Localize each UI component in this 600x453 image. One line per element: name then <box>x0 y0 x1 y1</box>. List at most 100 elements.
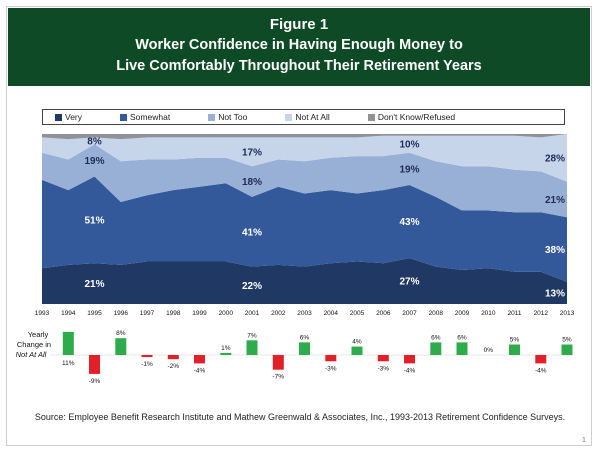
figure-label: Figure 1 <box>269 16 329 33</box>
x-tick-label: 2009 <box>455 310 470 317</box>
bar-value-label: 7% <box>247 332 257 339</box>
legend-label-not-at-all: Not At All <box>295 112 330 122</box>
area-series-not-too <box>42 144 567 218</box>
bar-value-label: 6% <box>431 334 441 341</box>
bar-axis-label-line1: Yearly <box>28 330 49 339</box>
bar-value-label: -3% <box>325 365 337 372</box>
x-tick-label: 2008 <box>429 310 444 317</box>
x-tick-label: 2004 <box>324 310 339 317</box>
legend-swatch-not-too <box>208 113 216 121</box>
figure-header: Figure 1 Worker Confidence in Having Eno… <box>8 8 590 86</box>
bar-value-label: -2% <box>168 363 180 370</box>
change-bar <box>561 344 573 355</box>
bar-value-label: 4% <box>352 339 362 346</box>
page-number: 1 <box>582 437 586 444</box>
legend-item-very: Very <box>55 112 82 122</box>
x-tick-label: 2007 <box>402 310 417 317</box>
data-label: 17% <box>242 147 262 158</box>
chart-title-line-2: Live Comfortably Throughout Their Retire… <box>116 58 482 74</box>
bar-value-label: -3% <box>378 365 390 372</box>
bar-value-label: -4% <box>194 367 206 374</box>
bar-value-label: 11% <box>62 360 75 367</box>
change-bar <box>167 355 179 360</box>
data-label: 21% <box>84 279 104 290</box>
change-bar <box>141 355 153 358</box>
x-tick-label: 2011 <box>508 310 522 317</box>
source-note: Source: Employee Benefit Research Instit… <box>34 412 566 422</box>
bar-value-label: 6% <box>300 334 310 341</box>
change-bar <box>194 355 205 364</box>
data-label: 27% <box>399 277 419 288</box>
data-label: 51% <box>84 215 104 226</box>
legend-swatch-dont-know <box>367 113 375 121</box>
legend-item-somewhat: Somewhat <box>120 112 170 122</box>
legend-item-not-at-all: Not At All <box>285 112 330 122</box>
x-tick-label: 2013 <box>560 310 575 317</box>
data-label: 8% <box>87 136 102 147</box>
data-label: 43% <box>399 217 419 228</box>
x-tick-label: 2006 <box>376 310 391 317</box>
legend-swatch-somewhat <box>120 113 128 121</box>
data-label: 22% <box>242 281 262 292</box>
change-bar <box>115 338 127 355</box>
bar-value-label: -9% <box>89 378 101 385</box>
x-tick-label: 1998 <box>166 310 181 317</box>
chart-title-line-1: Worker Confidence in Having Enough Money… <box>135 37 463 53</box>
bar-value-label: 8% <box>116 330 126 337</box>
bar-value-label: -4% <box>535 367 547 374</box>
area-series-very <box>42 258 567 304</box>
bar-value-label: -1% <box>141 361 153 368</box>
x-tick-label: 1994 <box>61 310 76 317</box>
x-tick-label: 2012 <box>534 310 549 317</box>
legend-swatch-very <box>55 113 62 121</box>
bar-axis-label-line2: Change in <box>17 340 51 349</box>
change-bar <box>272 355 284 370</box>
data-label: 19% <box>84 156 104 167</box>
legend-label-very: Very <box>65 112 83 122</box>
change-bar <box>220 352 232 355</box>
bar-value-label: 6% <box>457 334 467 341</box>
change-bar <box>509 344 520 355</box>
legend-label-somewhat: Somewhat <box>130 112 171 122</box>
bar-value-label: 1% <box>221 345 231 352</box>
change-bar <box>456 342 468 355</box>
x-tick-label: 2002 <box>271 310 286 317</box>
x-tick-label: 2000 <box>219 310 234 317</box>
change-bar <box>62 331 74 355</box>
bar-value-label: -7% <box>273 374 285 381</box>
area-series-not-at-all <box>42 134 567 182</box>
data-label: 41% <box>242 227 262 238</box>
data-label: 19% <box>399 164 419 175</box>
chart-legend: Very Somewhat Not Too Not At All Don't K… <box>42 109 565 125</box>
change-bar <box>377 355 389 362</box>
change-bar <box>535 355 547 364</box>
legend-item-dont-know: Don't Know/Refused <box>367 112 456 122</box>
change-bar <box>246 340 258 355</box>
change-bar <box>89 355 100 374</box>
x-tick-label: 1999 <box>192 310 207 317</box>
x-tick-label: 1993 <box>35 310 50 317</box>
area-series-somewhat <box>42 176 567 282</box>
legend-label-dont-know: Don't Know/Refused <box>377 112 456 122</box>
legend-label-not-too: Not Too <box>218 112 248 122</box>
legend-swatch-not-at-all <box>285 113 293 121</box>
bar-value-label: 5% <box>510 337 520 344</box>
x-tick-label: 2010 <box>481 310 496 317</box>
data-label: 28% <box>545 153 565 164</box>
bar-value-label: -4% <box>404 367 416 374</box>
change-bar <box>404 355 415 364</box>
x-tick-label: 2005 <box>350 310 365 317</box>
data-label: 13% <box>545 288 565 299</box>
change-bar <box>325 355 337 362</box>
change-bar <box>351 346 363 355</box>
data-label: 18% <box>242 177 262 188</box>
change-bar <box>299 342 310 355</box>
x-tick-label: 1996 <box>114 310 129 317</box>
area-series-don-t-know-refused <box>42 134 567 140</box>
bar-value-label: 5% <box>562 337 572 344</box>
x-tick-label: 2001 <box>245 310 260 317</box>
bar-value-label: 0% <box>484 347 494 354</box>
data-label: 10% <box>399 140 419 151</box>
legend-item-not-too: Not Too <box>208 112 247 122</box>
